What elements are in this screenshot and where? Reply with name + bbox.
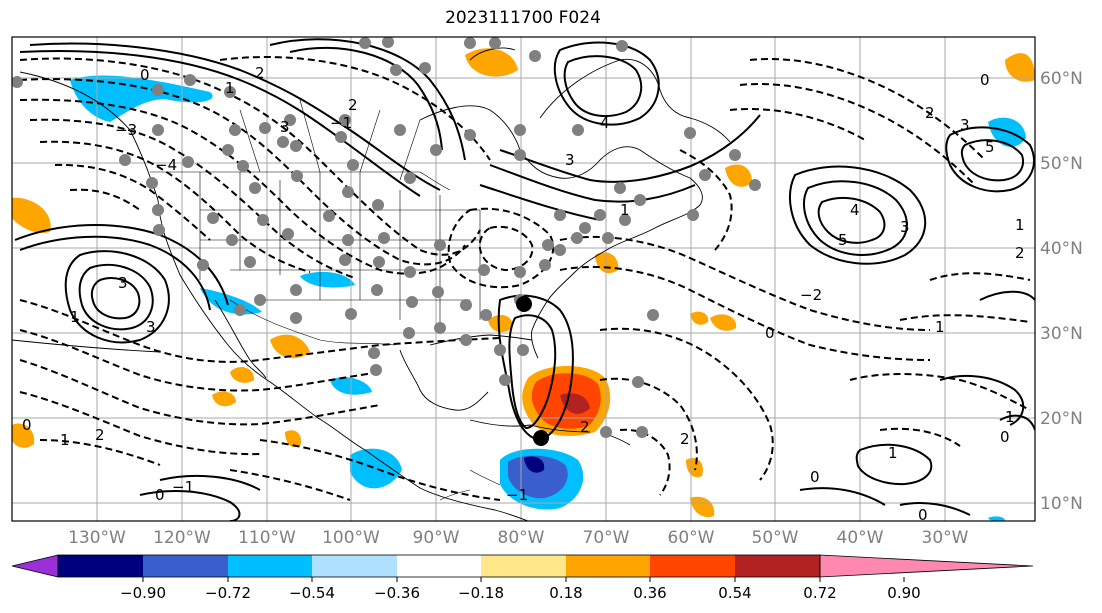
contour-label: −4 — [155, 156, 177, 174]
contour-label: −3 — [115, 121, 137, 139]
contour-label: 1 — [888, 444, 898, 462]
lat-tick-label: 60°N — [1040, 69, 1083, 89]
contour-label: −1 — [506, 486, 528, 504]
storm-markers — [516, 296, 549, 446]
contour-label: 5 — [985, 138, 995, 156]
lon-tick-label: 30°W — [922, 528, 969, 548]
lat-axis: 60°N 50°N 40°N 30°N 20°N 10°N — [1040, 69, 1083, 514]
map-title: 2023111700 F024 — [445, 8, 601, 28]
colorbar-swatch — [143, 555, 228, 577]
lon-tick-label: 130°W — [68, 528, 126, 548]
map-frame — [11, 36, 1036, 522]
contour-label-group: 0 2 1 2 −1 3 −3 −4 4 3 1 0 2 3 5 4 5 3 1… — [22, 64, 1025, 524]
colorbar-swatch — [735, 555, 820, 577]
contour-label: 0 — [810, 468, 820, 486]
contour-label: 2 — [680, 430, 690, 448]
lat-tick-label: 50°N — [1040, 154, 1083, 174]
positive-contours — [14, 38, 1035, 521]
contour-label: 1 — [620, 201, 630, 219]
contour-label: 3 — [280, 118, 290, 136]
contour-label: 0 — [980, 71, 990, 89]
colorbar-tick-label: −0.90 — [120, 584, 166, 602]
contour-label: 2 — [580, 418, 590, 436]
contour-label: 0 — [1000, 428, 1010, 446]
colorbar-arrow-low — [11, 554, 59, 578]
colorbar-tick-label: −0.18 — [458, 584, 504, 602]
contour-label: 3 — [960, 116, 970, 134]
lon-tick-label: 60°W — [668, 528, 715, 548]
lat-tick-label: 40°N — [1040, 239, 1083, 259]
colorbar-tick-label: 0.54 — [718, 584, 751, 602]
contour-label: 2 — [925, 104, 935, 122]
colorbar-tick-label: 0.90 — [887, 584, 920, 602]
lon-tick-label: 100°W — [322, 528, 380, 548]
lon-axis: 130°W 120°W 110°W 100°W 90°W 80°W 70°W 6… — [68, 528, 969, 548]
lon-tick-label: 70°W — [583, 528, 630, 548]
contour-label: 0 — [140, 66, 150, 84]
negative-contours — [19, 56, 1031, 501]
colorbar-swatch — [58, 555, 143, 577]
lon-tick-label: 90°W — [413, 528, 460, 548]
contour-label: −1 — [330, 114, 352, 132]
contour-label: 1 — [1015, 216, 1025, 234]
lon-tick-label: 50°W — [752, 528, 799, 548]
colorbar-tick-label: −0.36 — [374, 584, 420, 602]
contour-label: 2 — [348, 96, 358, 114]
colorbar-swatch — [650, 555, 735, 577]
contour-label: 3 — [146, 318, 156, 336]
contour-label: 3 — [565, 151, 575, 169]
contour-label: 2 — [1015, 244, 1025, 262]
contour-label: 1 — [935, 318, 945, 336]
lon-tick-label: 40°W — [837, 528, 884, 548]
lat-tick-label: 10°N — [1040, 494, 1083, 514]
colorbar-tick-label: −0.72 — [205, 584, 251, 602]
shaded-patches — [12, 48, 1035, 521]
contour-label: 0 — [22, 416, 32, 434]
contour-label: 4 — [600, 114, 610, 132]
lat-tick-label: 30°N — [1040, 324, 1083, 344]
contour-label: 1 — [60, 431, 70, 449]
colorbar-swatch — [312, 555, 397, 577]
contour-label: 5 — [838, 231, 848, 249]
colorbar-swatch — [228, 555, 312, 577]
contour-label: 2 — [255, 64, 265, 82]
colorbar-swatch — [566, 555, 650, 577]
contour-label: −1 — [172, 478, 194, 496]
graticule — [12, 37, 1035, 521]
contour-label: 3 — [900, 218, 910, 236]
contour-label: −2 — [800, 286, 822, 304]
contour-label: 3 — [118, 274, 128, 292]
contour-label: 1 — [1005, 408, 1015, 426]
contour-label: 0 — [918, 506, 928, 524]
colorbar-arrow-high — [819, 554, 1034, 578]
lon-tick-label: 110°W — [238, 528, 296, 548]
colorbar-outline — [57, 554, 821, 578]
colorbar-tick-label: 0.72 — [803, 584, 836, 602]
contour-label: 4 — [850, 201, 860, 219]
contour-label: 1 — [225, 79, 235, 97]
colorbar-swatch — [481, 555, 566, 577]
colorbar-tick-label: −0.54 — [289, 584, 335, 602]
contour-label: 1 — [70, 308, 80, 326]
colorbar-swatch — [397, 555, 481, 577]
map-field: 0 2 1 2 −1 3 −3 −4 4 3 1 0 2 3 5 4 5 3 1… — [12, 37, 1035, 524]
colorbar-tick-label: 0.18 — [549, 584, 582, 602]
contour-label: 2 — [95, 426, 105, 444]
lat-tick-label: 20°N — [1040, 409, 1083, 429]
contour-label: 0 — [155, 486, 165, 504]
lon-tick-label: 120°W — [153, 528, 211, 548]
colorbar-ticks — [142, 577, 905, 582]
lon-tick-label: 80°W — [498, 528, 545, 548]
colorbar-tick-label: 0.36 — [633, 584, 666, 602]
station-dots — [12, 37, 761, 438]
contour-label: 0 — [765, 324, 775, 342]
colorbar-tick-labels: −0.90 −0.72 −0.54 −0.36 −0.18 0.18 0.36 … — [120, 584, 921, 602]
